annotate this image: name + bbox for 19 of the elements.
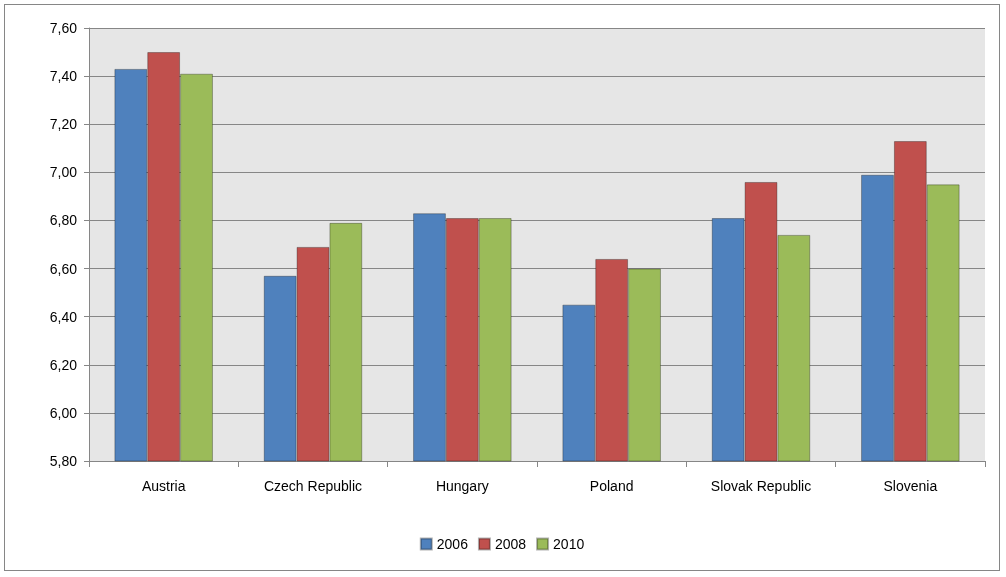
y-tick-label: 7,40 [49, 68, 78, 85]
y-tick-label: 5,80 [49, 453, 78, 469]
x-tick-label: Poland [589, 478, 634, 494]
legend-label: 2010 [553, 536, 585, 552]
legend-label: 2008 [494, 536, 527, 552]
y-tick-label: 6,20 [49, 356, 78, 373]
y-tick-label: 6,80 [49, 212, 78, 229]
y-tick-label: 7,60 [49, 20, 78, 36]
y-tick-label: 6,40 [49, 308, 78, 325]
y-tick-label: 7,00 [49, 164, 78, 181]
y-tick-label: 6,00 [49, 404, 78, 421]
x-tick-label: Hungary [435, 478, 489, 494]
legend-label: 2006 [436, 536, 469, 552]
x-tick-label: Austria [141, 478, 186, 494]
x-tick-label: Czech Republic [263, 478, 363, 494]
x-tick-label: Slovenia [883, 478, 938, 494]
y-tick-label: 7,20 [49, 116, 78, 133]
x-tick-label: Slovak Republic [710, 478, 812, 494]
y-tick-label: 6,60 [49, 260, 78, 277]
